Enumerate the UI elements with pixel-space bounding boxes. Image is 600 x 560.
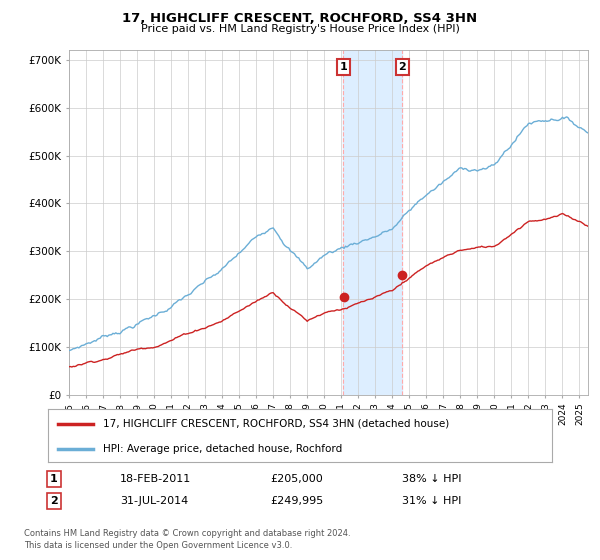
Text: 31% ↓ HPI: 31% ↓ HPI (402, 496, 461, 506)
Text: Price paid vs. HM Land Registry's House Price Index (HPI): Price paid vs. HM Land Registry's House … (140, 24, 460, 34)
Text: This data is licensed under the Open Government Licence v3.0.: This data is licensed under the Open Gov… (24, 541, 292, 550)
Bar (343, 50, 402, 395)
Text: 31-JUL-2014: 31-JUL-2014 (120, 496, 188, 506)
Text: 18-FEB-2011: 18-FEB-2011 (120, 474, 191, 484)
Text: 38% ↓ HPI: 38% ↓ HPI (402, 474, 461, 484)
Text: 2: 2 (50, 496, 58, 506)
Text: 17, HIGHCLIFF CRESCENT, ROCHFORD, SS4 3HN: 17, HIGHCLIFF CRESCENT, ROCHFORD, SS4 3H… (122, 12, 478, 25)
Text: 2: 2 (398, 62, 406, 72)
Text: 1: 1 (50, 474, 58, 484)
Text: 1: 1 (340, 62, 347, 72)
Text: Contains HM Land Registry data © Crown copyright and database right 2024.: Contains HM Land Registry data © Crown c… (24, 530, 350, 539)
Text: £205,000: £205,000 (270, 474, 323, 484)
Text: 17, HIGHCLIFF CRESCENT, ROCHFORD, SS4 3HN (detached house): 17, HIGHCLIFF CRESCENT, ROCHFORD, SS4 3H… (103, 419, 449, 429)
Text: £249,995: £249,995 (270, 496, 323, 506)
Text: HPI: Average price, detached house, Rochford: HPI: Average price, detached house, Roch… (103, 444, 343, 454)
